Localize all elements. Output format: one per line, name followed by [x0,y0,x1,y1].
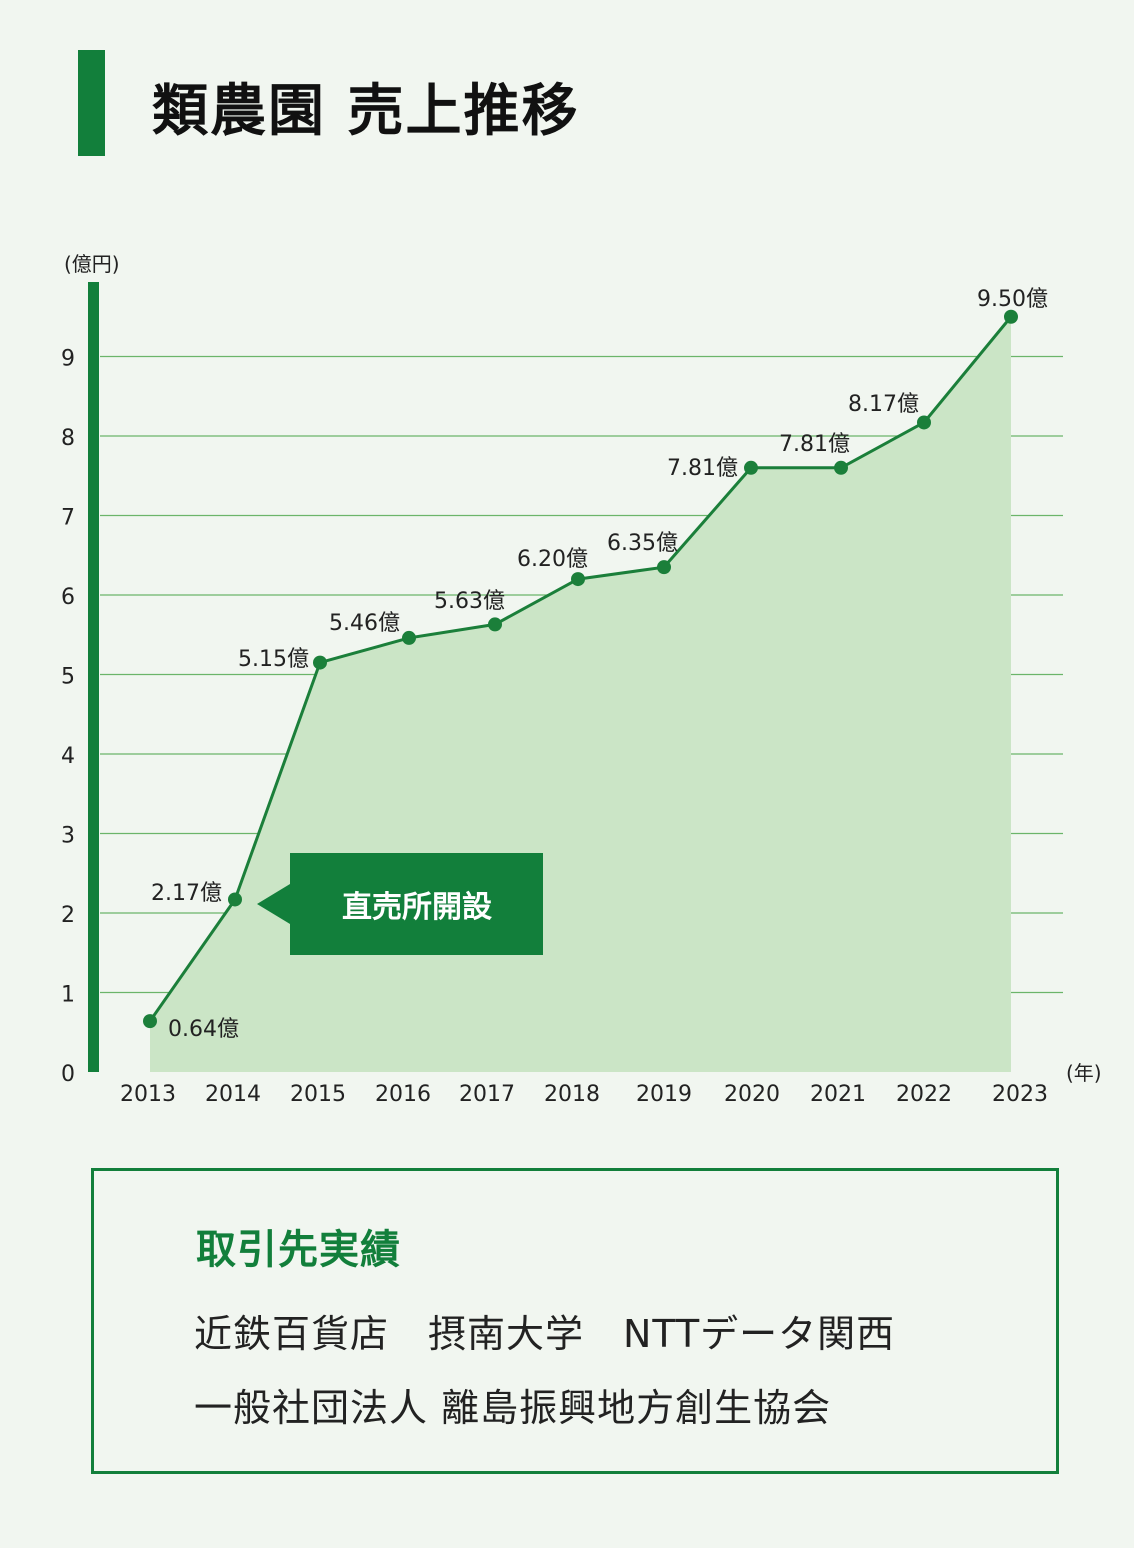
y-axis-unit: (億円) [64,252,120,276]
partners-box: 取引先実績 近鉄百貨店 摂南大学 NTTデータ関西 一般社団法人 離島振興地方創… [91,1168,1059,1474]
y-tick-label-4: 4 [61,744,75,769]
y-tick-label-0: 0 [61,1062,75,1087]
data-label-2020: 7.81億 [667,456,738,481]
data-points [143,309,1018,1029]
x-tick-label-2020: 2020 [724,1082,780,1107]
data-point-2020 [744,460,758,475]
data-point-2019 [657,560,671,575]
series-area [150,316,1011,1072]
data-point-2016 [402,630,416,645]
data-label-2022: 8.17億 [848,392,919,417]
y-tick-labels: 0 1 2 3 4 5 6 7 8 9 [61,347,75,1088]
data-point-2022 [917,415,931,430]
data-label-2013: 0.64億 [168,1017,239,1042]
x-axis-unit: (年) [1066,1061,1102,1085]
data-point-2015 [313,655,327,670]
x-tick-label-2022: 2022 [896,1082,952,1107]
y-tick-label-1: 1 [61,983,75,1008]
data-label-2018: 6.20億 [517,547,588,572]
area-layer [150,316,1011,1072]
callout-text: 直売所開設 [342,890,492,925]
y-tick-label-2: 2 [61,903,75,928]
data-label-2017: 5.63億 [434,589,505,614]
y-tick-label-3: 3 [61,824,75,849]
sales-chart: (億円) (年) 0 1 2 3 4 5 6 7 8 9 2013 2014 2015 2016 2017… [61,252,1102,1107]
data-point-2018 [571,572,585,587]
x-tick-labels: 2013 2014 2015 2016 2017 2018 2019 2020 2021 2022… [120,1082,1048,1107]
data-labels: 0.64億 2.17億 5.15億 5.46億 5.63億 6.20億 6.35億 7.81億… [151,287,1048,1042]
data-point-2014 [228,892,242,907]
data-point-2013 [143,1014,157,1029]
data-label-2015: 5.15億 [238,647,309,672]
data-point-2021 [834,460,848,475]
x-tick-label-2018: 2018 [544,1082,600,1107]
partners-line-2: 一般社団法人 離島振興地方創生協会 [194,1386,832,1430]
x-tick-label-2016: 2016 [375,1082,431,1107]
y-tick-label-9: 9 [61,347,75,372]
y-tick-label-7: 7 [61,506,75,531]
title-accent-bar [78,50,105,156]
x-tick-label-2017: 2017 [459,1082,515,1107]
partners-heading: 取引先実績 [196,1227,401,1273]
page-title: 類農園 売上推移 [152,79,580,144]
data-label-2023: 9.50億 [977,287,1048,312]
data-label-2016: 5.46億 [329,611,400,636]
x-tick-label-2019: 2019 [636,1082,692,1107]
annotation-callout: 直売所開設 [257,853,543,955]
x-tick-label-2013: 2013 [120,1082,176,1107]
axes: (億円) (年) [64,252,1102,1085]
x-tick-label-2023: 2023 [992,1082,1048,1107]
y-axis-bar [88,282,99,1072]
callout-box [257,853,543,955]
partners-line-1: 近鉄百貨店 摂南大学 NTTデータ関西 [194,1312,896,1356]
data-point-2017 [488,617,502,632]
x-tick-label-2021: 2021 [810,1082,866,1107]
y-tick-label-8: 8 [61,426,75,451]
x-tick-label-2015: 2015 [290,1082,346,1107]
y-tick-label-5: 5 [61,665,75,690]
y-tick-label-6: 6 [61,585,75,610]
data-label-2019: 6.35億 [607,531,678,556]
x-tick-label-2014: 2014 [205,1082,261,1107]
data-label-2014: 2.17億 [151,881,222,906]
data-label-2021: 7.81億 [779,432,850,457]
data-point-2023 [1004,309,1018,324]
